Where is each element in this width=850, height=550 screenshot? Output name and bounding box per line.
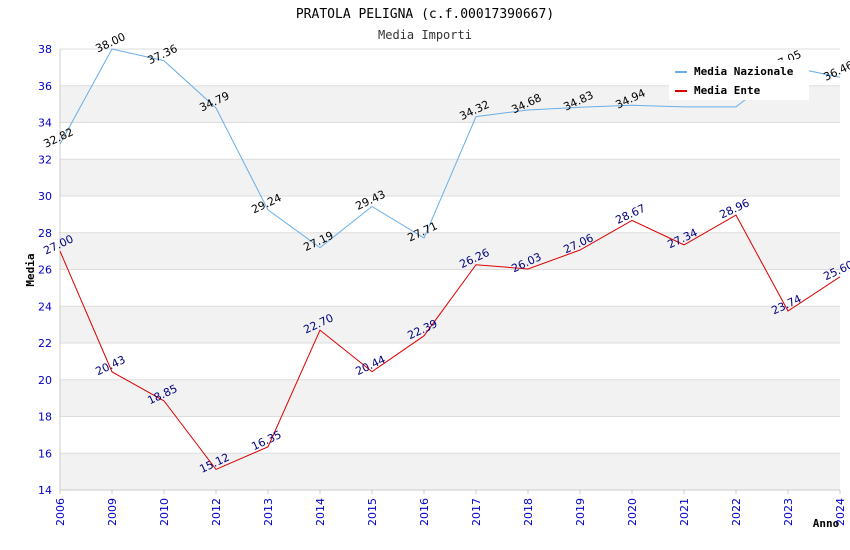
x-tick-label: 2006: [54, 498, 67, 526]
grid-band: [60, 306, 840, 343]
data-label: 36.46: [821, 59, 850, 84]
grid-lines: [60, 48, 840, 491]
y-tick-label: 28: [38, 227, 52, 240]
legend: Media Nazionale Media Ente: [669, 60, 809, 100]
data-label: 28.67: [613, 202, 647, 227]
axes: [59, 49, 840, 491]
y-tick-label: 26: [38, 264, 52, 277]
x-tick-label: 2015: [366, 498, 379, 526]
y-tick-label: 22: [38, 337, 52, 350]
x-tick-label: 2013: [262, 498, 275, 526]
y-tick-label: 38: [38, 43, 52, 56]
y-tick-label: 20: [38, 374, 52, 387]
y-tick-label: 14: [38, 484, 52, 497]
x-tick-label: 2017: [470, 498, 483, 526]
legend-box: [669, 60, 809, 100]
grid-band: [60, 453, 840, 490]
x-tick-label: 2024: [834, 498, 847, 526]
legend-label-media-nazionale: Media Nazionale: [694, 65, 794, 78]
data-label: 20.43: [93, 353, 127, 378]
grid-bands: [60, 85, 840, 490]
x-tick-label: 2010: [158, 498, 171, 526]
data-label: 16.35: [249, 428, 283, 453]
data-label: 28.96: [717, 196, 751, 221]
series-line-media-nazionale: [59, 48, 841, 249]
x-tick-label: 2009: [106, 498, 119, 526]
chart-title: PRATOLA PELIGNA (c.f.00017390667): [296, 7, 554, 22]
x-tick-label: 2016: [418, 498, 431, 526]
x-tick-label: 2012: [210, 498, 223, 526]
y-tick-label: 24: [38, 300, 52, 313]
grid-band: [60, 232, 840, 270]
x-tick-label: 2022: [730, 498, 743, 526]
grid-band: [60, 379, 840, 417]
chart-subtitle: Media Importi: [378, 28, 472, 42]
series-line-media-ente: [59, 214, 841, 471]
y-tick-label: 18: [38, 411, 52, 424]
y-axis-label: Media: [24, 253, 37, 286]
x-tick-label: 2019: [574, 498, 587, 526]
x-tick-label: 2018: [522, 498, 535, 526]
y-tick-labels: 14 16 18 20 22 24 26 28 30 32 34 36 38: [38, 43, 52, 497]
legend-label-media-ente: Media Ente: [694, 84, 761, 97]
y-tick-label: 16: [38, 447, 52, 460]
y-tick-label: 36: [38, 80, 52, 93]
y-tick-label: 32: [38, 153, 52, 166]
y-tick-label: 34: [38, 117, 52, 130]
x-tick-label: 2021: [678, 498, 691, 526]
data-label: 37.36: [145, 42, 179, 67]
x-tick-label: 2023: [782, 498, 795, 526]
y-tick-label: 30: [38, 190, 52, 203]
x-axis-label: Anno: [813, 517, 840, 530]
x-tick-label: 2020: [626, 498, 639, 526]
x-tick-labels: 2006 2009 2010 2012 2013 2014 2015 2016 2017 2018…: [54, 490, 847, 526]
series-lines: [59, 48, 841, 471]
x-tick-label: 2014: [314, 498, 327, 526]
data-label: 20.44: [353, 353, 387, 378]
